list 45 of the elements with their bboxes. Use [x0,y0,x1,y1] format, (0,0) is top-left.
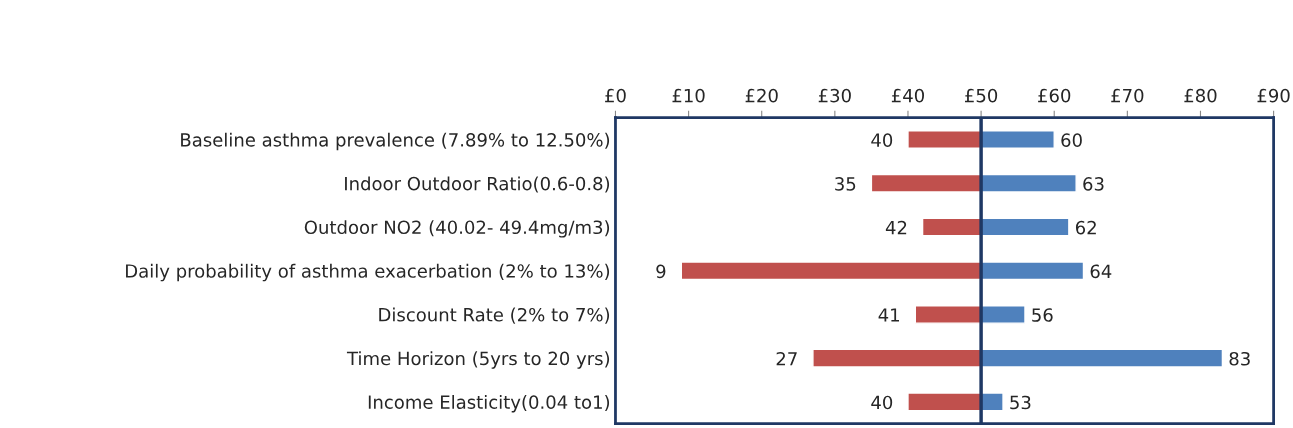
x-tick-label: £20 [745,88,778,103]
data-label: 63 [1083,177,1104,191]
bar [870,173,982,193]
data-label: 27 [776,351,797,366]
data-label: 56 [1032,308,1053,322]
bar [680,261,982,281]
data-label: 64 [1090,264,1112,279]
data-label: 62 [1075,220,1096,235]
data-label: 40 [871,133,893,147]
x-tick-label: £0 [605,88,626,103]
bar [907,130,982,149]
x-tick-label: £10 [672,88,705,103]
y-tick-label: Indoor Outdoor Ratio(0.6-0.8) [345,176,610,193]
y-tick-label: Income Elasticity(0.04 to1) [368,395,610,413]
bar [914,304,982,324]
y-tick-label: Outdoor NO2 (40.02- 49.4mg/m3) [304,220,610,238]
x-tick-label: £40 [891,88,925,103]
data-label: 41 [878,308,899,322]
x-tick-label: £50 [965,88,998,103]
bar [980,261,1085,281]
bar [980,217,1070,237]
x-tick-label: £60 [1038,88,1071,103]
bar [980,348,1224,368]
x-tick-label: £90 [1257,88,1290,103]
data-label: 60 [1061,133,1082,147]
bar [812,348,982,368]
y-tick-label: Daily probability of asthma exacerbation (2% to 13%) [126,263,610,282]
data-label: 53 [1010,395,1031,410]
bar [980,392,1004,412]
x-tick-label: £70 [1111,88,1144,103]
bar [980,173,1077,193]
data-label: 83 [1229,351,1250,366]
data-label: 40 [871,395,893,410]
y-tick-label: Time Horizon (5yrs to 20 yrs) [346,351,610,369]
y-tick-label: Baseline asthma prevalence (7.89% to 12.50%) [181,132,610,151]
data-label: 35 [835,177,856,191]
x-tick-label: £30 [818,88,851,103]
y-tick-label: Discount Rate (2% to 7%) [379,307,610,324]
bar [980,304,1026,324]
data-label: 42 [885,220,907,235]
bar [921,217,982,237]
data-label: 9 [656,264,666,279]
bar [907,392,982,412]
bar [980,130,1055,149]
x-tick-label: £80 [1184,88,1217,103]
